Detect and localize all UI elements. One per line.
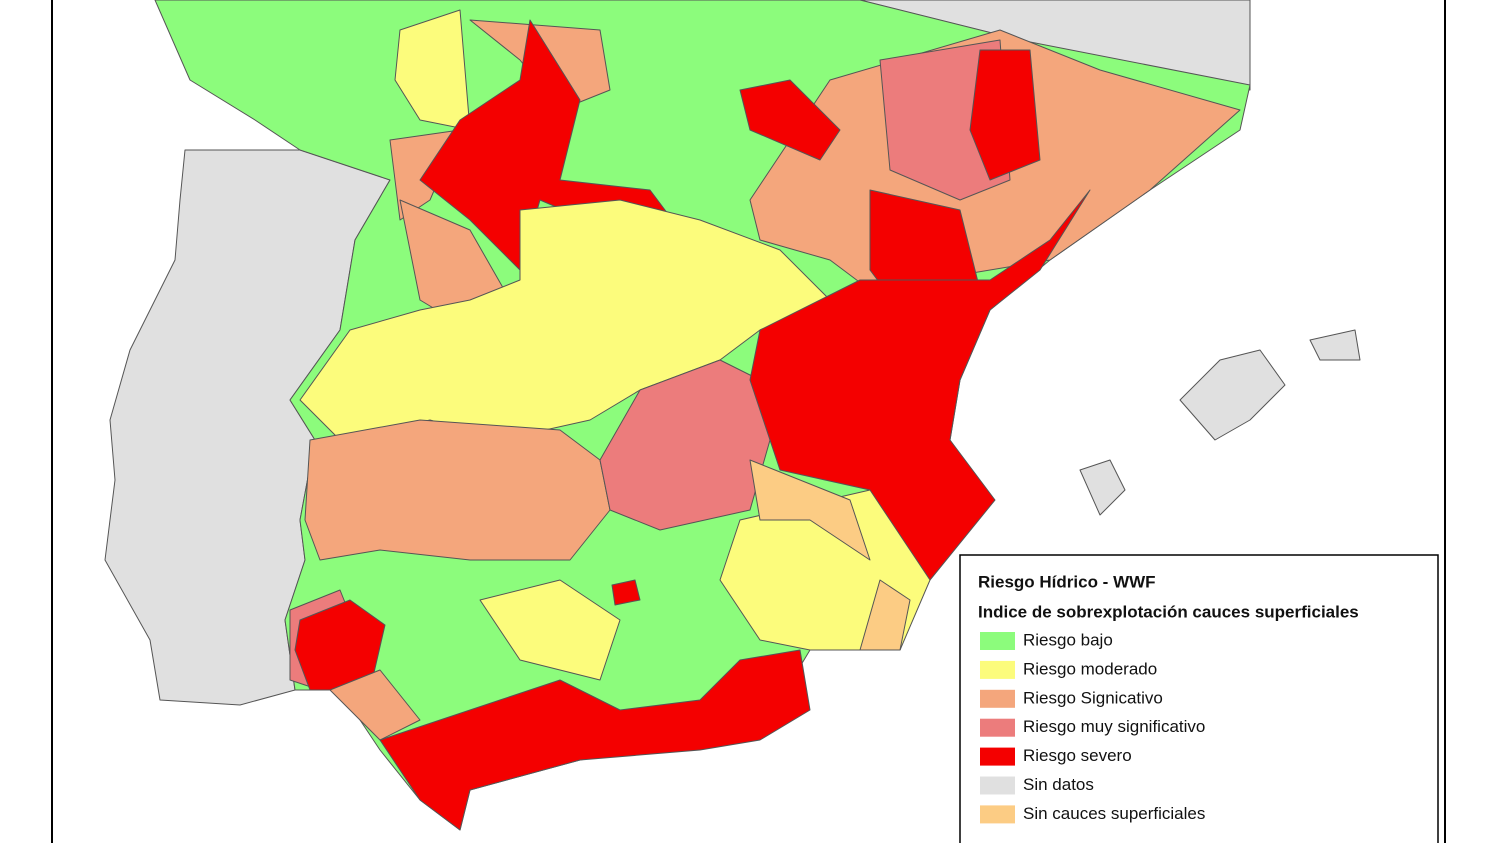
legend-swatch	[980, 776, 1015, 795]
no-rivers-1	[749, 459, 871, 561]
legend-swatch	[980, 660, 1015, 679]
legend-swatch	[980, 805, 1015, 824]
legend-label: Sin datos	[1023, 775, 1094, 794]
mallorca	[1179, 349, 1286, 441]
legend-label: Riesgo moderado	[1023, 659, 1157, 678]
legend-swatch	[980, 632, 1015, 650]
jaen-red	[611, 579, 641, 606]
legend-label: Sin cauces superficiales	[1023, 804, 1205, 823]
no-rivers-2	[859, 579, 911, 651]
upper-ebro-red	[739, 79, 841, 161]
legend-label: Riesgo bajo	[1023, 630, 1113, 649]
map	[104, 0, 1361, 831]
guadiana-salmon	[304, 419, 611, 561]
north-yellow	[394, 9, 471, 131]
legend-swatch	[980, 747, 1015, 766]
legend-label: Riesgo severo	[1023, 746, 1132, 765]
ebro-red-1	[969, 49, 1041, 181]
ibiza	[1079, 459, 1126, 516]
legend-swatch	[980, 718, 1015, 737]
south-yellow	[479, 579, 621, 681]
south-coast-red	[379, 649, 811, 831]
legend-subtitle: Indice de sobrexplotación cauces superfi…	[978, 602, 1359, 621]
valencia-red	[749, 189, 1091, 581]
legend-swatch	[980, 689, 1015, 708]
legend-box	[959, 554, 1439, 843]
legend: Riesgo Hídrico - WWF Indice de sobrexplo…	[959, 554, 1439, 843]
menorca	[1309, 329, 1361, 361]
legend-label: Riesgo muy significativo	[1023, 717, 1205, 736]
legend-label: Riesgo Signicativo	[1023, 688, 1163, 707]
legend-title: Riesgo Hídrico - WWF	[978, 572, 1156, 591]
cadiz-salmon	[329, 669, 421, 741]
